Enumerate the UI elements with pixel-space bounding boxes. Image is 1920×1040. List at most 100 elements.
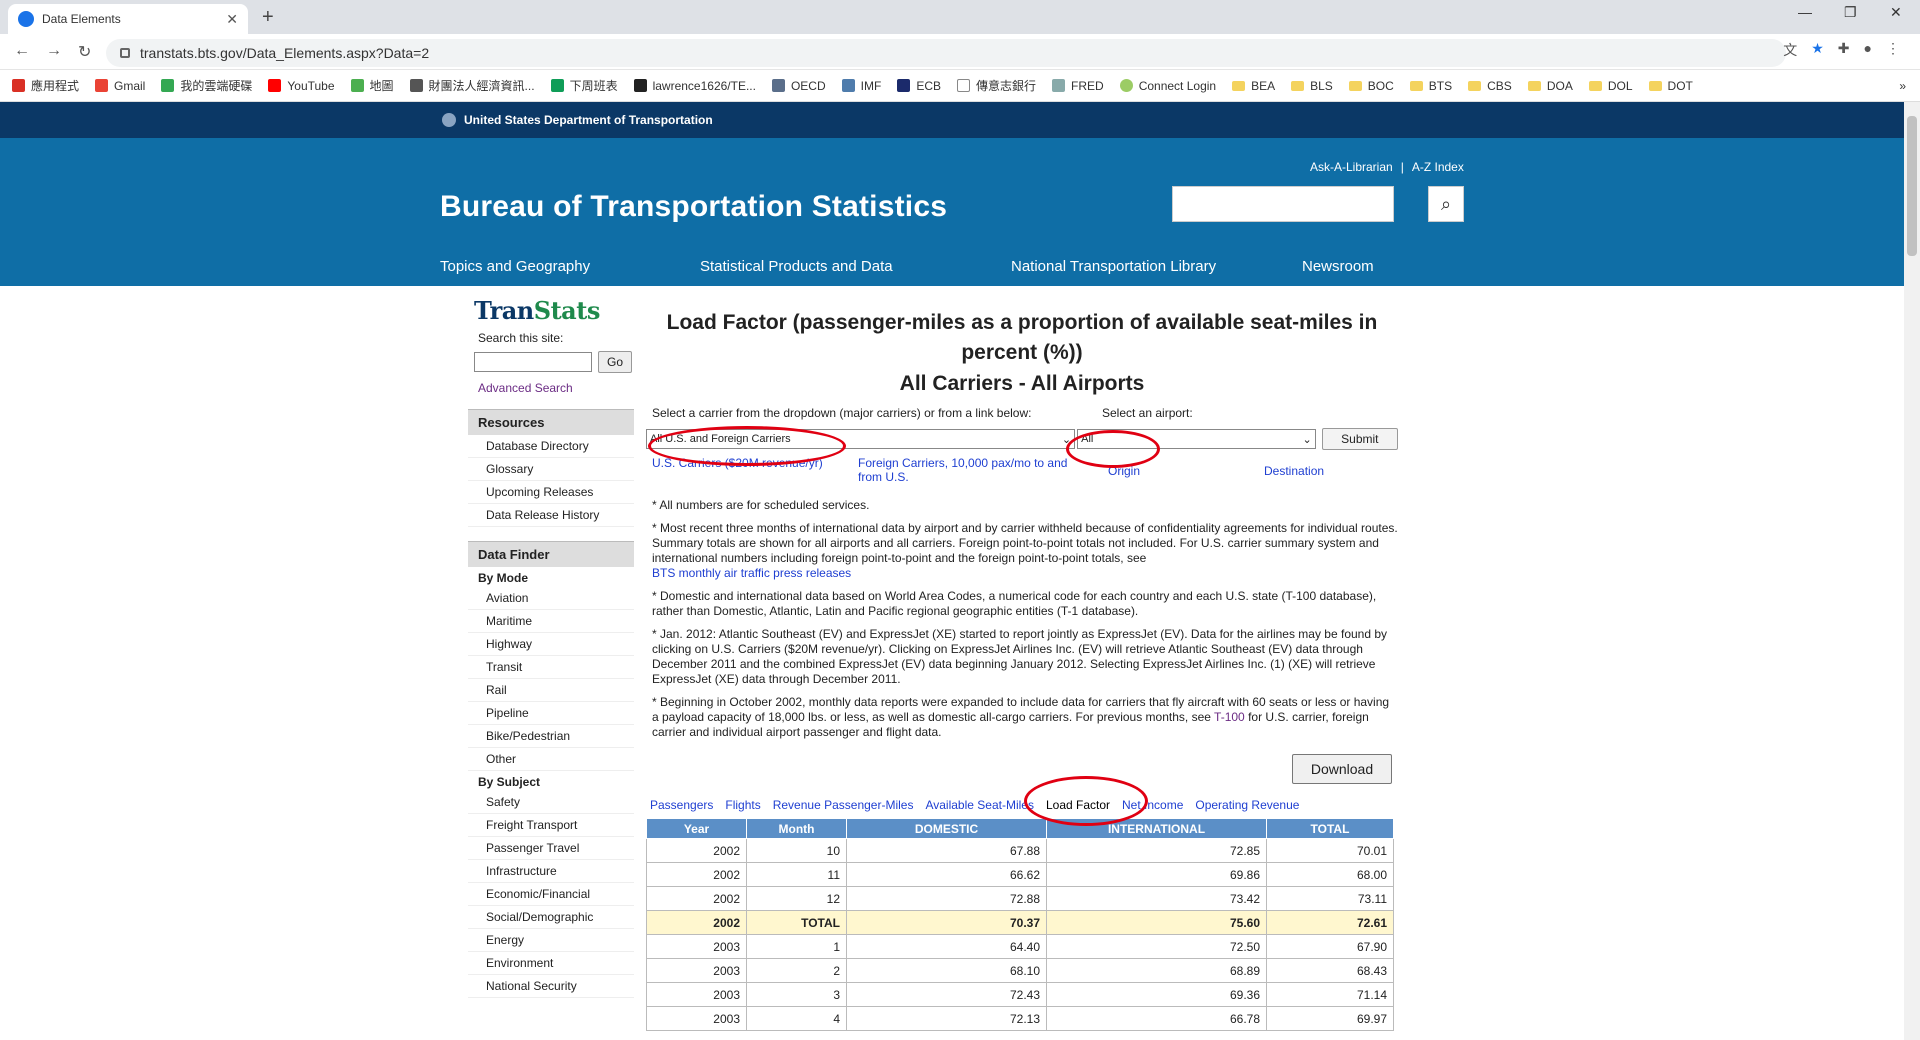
bookmark-maps[interactable]: 地圖 bbox=[350, 77, 394, 94]
sidebar-item-maritime[interactable]: Maritime bbox=[468, 610, 634, 633]
sidebar-item-aviation[interactable]: Aviation bbox=[468, 587, 634, 610]
col-domestic[interactable]: DOMESTIC bbox=[846, 818, 1047, 839]
bookmark-doa[interactable]: DOA bbox=[1527, 79, 1573, 93]
download-button[interactable]: Download bbox=[1292, 754, 1392, 784]
browser-tab[interactable]: Data Elements ✕ bbox=[8, 4, 248, 34]
sidebar-item-energy[interactable]: Energy bbox=[468, 929, 634, 952]
bookmark-apps[interactable]: 應用程式 bbox=[12, 77, 79, 94]
submit-button[interactable]: Submit bbox=[1321, 428, 1398, 450]
bookmark-fred[interactable]: FRED bbox=[1052, 79, 1104, 93]
tab-available-seat-miles[interactable]: Available Seat-Miles bbox=[925, 798, 1034, 812]
go-button[interactable]: Go bbox=[598, 351, 633, 373]
bookmark-bea[interactable]: BEA bbox=[1232, 79, 1275, 93]
sidebar-item-database-directory[interactable]: Database Directory bbox=[468, 435, 634, 458]
sidebar-item-rail[interactable]: Rail bbox=[468, 679, 634, 702]
sidebar-item-safety[interactable]: Safety bbox=[468, 791, 634, 814]
bookmark-dot[interactable]: DOT bbox=[1648, 79, 1693, 93]
forward-icon[interactable]: → bbox=[46, 42, 62, 59]
transtats-logo[interactable]: TranStats bbox=[474, 296, 634, 325]
sidebar-item-freight[interactable]: Freight Transport bbox=[468, 814, 634, 837]
search-icon[interactable]: ⌕ bbox=[1428, 186, 1464, 222]
airport-dropdown[interactable]: All ⌄ bbox=[1077, 429, 1316, 449]
foreign-carriers-link[interactable]: Foreign Carriers, 10,000 pax/mo to and f… bbox=[858, 456, 1068, 484]
bookmark-schedule[interactable]: 下周班表 bbox=[550, 77, 618, 94]
window-close-icon[interactable]: ✕ bbox=[1890, 4, 1902, 20]
nav-library[interactable]: National Transportation Library bbox=[1011, 258, 1217, 275]
col-month[interactable]: Month bbox=[746, 818, 847, 839]
sidebar-item-other[interactable]: Other bbox=[468, 748, 634, 771]
nav-products[interactable]: Statistical Products and Data bbox=[700, 258, 893, 275]
site-title[interactable]: Bureau of Transportation Statistics bbox=[440, 190, 948, 223]
ask-librarian-link[interactable]: Ask-A-Librarian bbox=[1310, 160, 1393, 174]
t100-link[interactable]: T-100 bbox=[1214, 710, 1245, 724]
destination-link[interactable]: Destination bbox=[1264, 464, 1325, 478]
bookmark-connect[interactable]: Connect Login bbox=[1119, 79, 1216, 93]
sidebar-item-economic[interactable]: Economic/Financial bbox=[468, 883, 634, 906]
new-tab-button[interactable]: + bbox=[262, 6, 274, 28]
table-cell: 69.97 bbox=[1266, 1006, 1394, 1031]
menu-icon[interactable]: ⋮ bbox=[1886, 40, 1900, 56]
bookmark-bank[interactable]: 傳意志銀行 bbox=[957, 77, 1036, 94]
minimize-icon[interactable]: — bbox=[1798, 4, 1812, 20]
back-icon[interactable]: ← bbox=[14, 42, 30, 59]
bookmark-youtube[interactable]: YouTube bbox=[268, 79, 335, 93]
translate-icon[interactable]: 文 bbox=[1783, 42, 1798, 58]
sidebar-item-social[interactable]: Social/Demographic bbox=[468, 906, 634, 929]
us-carriers-link[interactable]: U.S. Carriers ($20M revenue/yr) bbox=[652, 456, 823, 470]
sidebar-search-input[interactable] bbox=[474, 352, 592, 372]
bookmark-bts[interactable]: BTS bbox=[1409, 79, 1452, 93]
agency-name[interactable]: United States Department of Transportati… bbox=[464, 113, 713, 127]
sidebar-item-national-security[interactable]: National Security bbox=[468, 975, 634, 998]
nav-topics[interactable]: Topics and Geography bbox=[440, 258, 591, 275]
sidebar-item-pipeline[interactable]: Pipeline bbox=[468, 702, 634, 725]
star-icon[interactable]: ★ bbox=[1811, 40, 1824, 56]
nav-newsroom[interactable]: Newsroom bbox=[1302, 258, 1374, 275]
sidebar-item-infrastructure[interactable]: Infrastructure bbox=[468, 860, 634, 883]
tab-net-income[interactable]: Net Income bbox=[1122, 798, 1184, 812]
extensions-icon[interactable]: ✚ bbox=[1837, 40, 1850, 56]
note-scheduled: * All numbers are for scheduled services… bbox=[652, 498, 870, 512]
bookmark-dol[interactable]: DOL bbox=[1588, 79, 1633, 93]
maps-icon bbox=[350, 79, 364, 92]
sidebar-item-upcoming-releases[interactable]: Upcoming Releases bbox=[468, 481, 634, 504]
bookmarks-overflow-button[interactable]: » bbox=[1899, 78, 1906, 93]
page-scrollbar[interactable] bbox=[1904, 102, 1920, 1040]
col-international[interactable]: INTERNATIONAL bbox=[1046, 818, 1267, 839]
sidebar-item-glossary[interactable]: Glossary bbox=[468, 458, 634, 481]
scrollbar-thumb[interactable] bbox=[1907, 116, 1917, 256]
reload-icon[interactable]: ↻ bbox=[78, 44, 92, 61]
tab-revenue-passenger-miles[interactable]: Revenue Passenger-Miles bbox=[772, 798, 914, 812]
url-field[interactable]: transtats.bts.gov/Data_Elements.aspx?Dat… bbox=[106, 39, 1786, 67]
sidebar-item-environment[interactable]: Environment bbox=[468, 952, 634, 975]
carrier-dropdown[interactable]: All U.S. and Foreign Carriers ⌄ bbox=[646, 429, 1076, 449]
profile-icon[interactable]: ● bbox=[1863, 40, 1872, 56]
bookmark-drive[interactable]: 我的雲端硬碟 bbox=[161, 77, 252, 94]
tab-flights[interactable]: Flights bbox=[725, 798, 761, 812]
col-total[interactable]: TOTAL bbox=[1266, 818, 1394, 839]
col-year[interactable]: Year bbox=[646, 818, 747, 839]
tab-passengers[interactable]: Passengers bbox=[650, 798, 714, 812]
bookmark-oecd[interactable]: OECD bbox=[771, 79, 826, 93]
sidebar-item-transit[interactable]: Transit bbox=[468, 656, 634, 679]
sidebar-item-passenger-travel[interactable]: Passenger Travel bbox=[468, 837, 634, 860]
advanced-search-link[interactable]: Advanced Search bbox=[478, 381, 573, 395]
press-releases-link[interactable]: BTS monthly air traffic press releases bbox=[652, 566, 852, 580]
close-icon[interactable]: ✕ bbox=[226, 10, 238, 27]
maximize-icon[interactable]: ❐ bbox=[1844, 4, 1857, 20]
sidebar-item-release-history[interactable]: Data Release History bbox=[468, 504, 634, 527]
site-search-input[interactable] bbox=[1172, 186, 1394, 222]
tab-operating-revenue[interactable]: Operating Revenue bbox=[1195, 798, 1300, 812]
sidebar-item-bike-pedestrian[interactable]: Bike/Pedestrian bbox=[468, 725, 634, 748]
tab-load-factor[interactable]: Load Factor bbox=[1045, 798, 1111, 812]
bookmark-econ[interactable]: 財團法人經濟資訊... bbox=[409, 77, 535, 94]
az-index-link[interactable]: A-Z Index bbox=[1411, 160, 1464, 174]
origin-link[interactable]: Origin bbox=[1108, 464, 1141, 478]
bookmark-ecb[interactable]: ECB bbox=[897, 79, 941, 93]
sidebar-item-highway[interactable]: Highway bbox=[468, 633, 634, 656]
bookmark-imf[interactable]: IMF bbox=[841, 79, 881, 93]
bookmark-bls[interactable]: BLS bbox=[1291, 79, 1333, 93]
bookmark-boc[interactable]: BOC bbox=[1348, 79, 1394, 93]
bookmark-gmail[interactable]: Gmail bbox=[95, 79, 145, 93]
bookmark-github[interactable]: lawrence1626/TE... bbox=[633, 79, 756, 93]
bookmark-cbs[interactable]: CBS bbox=[1468, 79, 1512, 93]
